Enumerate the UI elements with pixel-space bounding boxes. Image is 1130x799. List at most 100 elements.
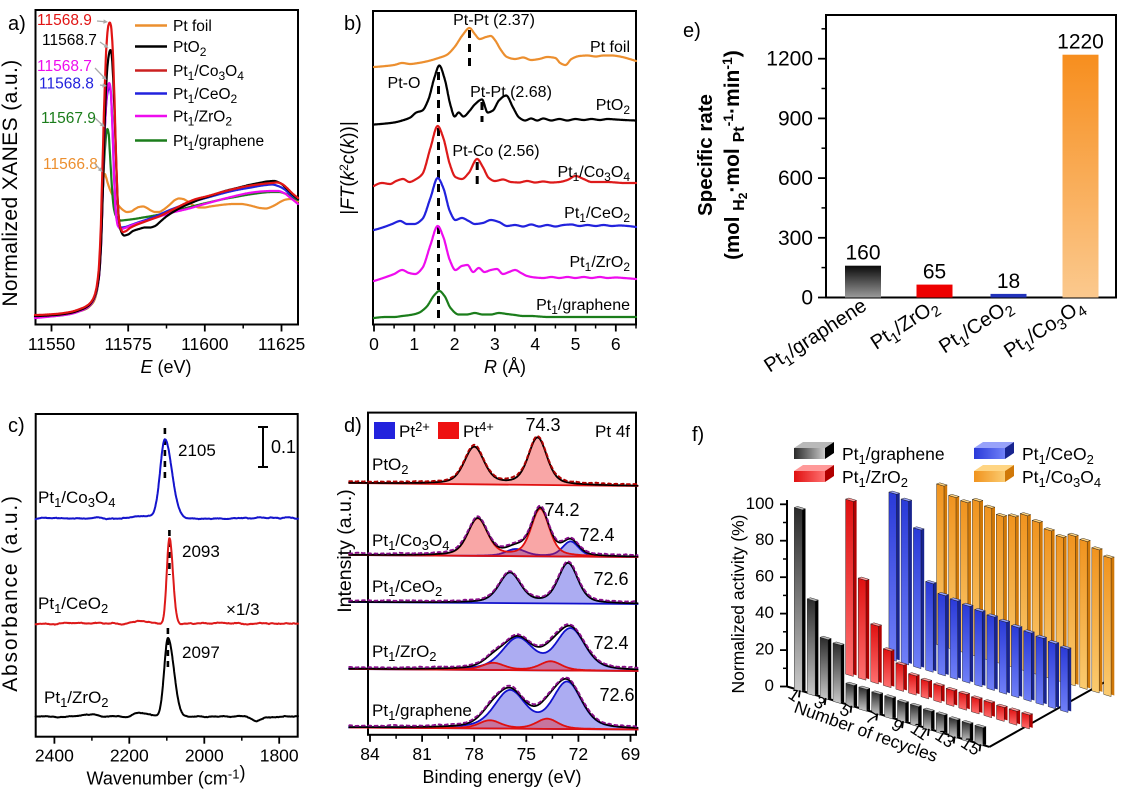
svg-text:0: 0 — [765, 676, 774, 695]
svg-text:Pt1/ZrO2: Pt1/ZrO2 — [372, 642, 437, 664]
svg-text:Intensity (a.u.): Intensity (a.u.) — [334, 489, 356, 613]
svg-text:Pt1/Co3O4: Pt1/Co3O4 — [1000, 295, 1090, 366]
svg-text:×1/3: ×1/3 — [226, 600, 260, 619]
svg-text:80: 80 — [755, 530, 774, 549]
svg-text:81: 81 — [412, 744, 431, 764]
svg-text:Pt1/CeO2: Pt1/CeO2 — [1022, 444, 1094, 467]
svg-text:Binding energy (eV): Binding energy (eV) — [422, 767, 581, 787]
svg-text:Specific rate: Specific rate — [694, 94, 717, 216]
svg-text:160: 160 — [845, 242, 880, 265]
svg-text:Pt1/CeO2: Pt1/CeO2 — [564, 205, 630, 225]
svg-text:11625: 11625 — [258, 334, 305, 354]
svg-text:84: 84 — [360, 744, 380, 764]
svg-text:2000: 2000 — [185, 746, 224, 766]
svg-text:Pt-Co (2.56): Pt-Co (2.56) — [452, 143, 539, 160]
svg-text:Pt1/Co3O4: Pt1/Co3O4 — [173, 63, 244, 83]
svg-text:300: 300 — [778, 227, 813, 250]
svg-text:Wavenumber (cm-1): Wavenumber (cm-1) — [87, 763, 246, 789]
svg-text:72.6: 72.6 — [593, 569, 628, 589]
svg-text:Pt1/graphene: Pt1/graphene — [372, 701, 472, 723]
svg-text:74.2: 74.2 — [544, 500, 579, 520]
svg-text:11568.8: 11568.8 — [39, 76, 94, 93]
svg-text:11566.8: 11566.8 — [43, 156, 98, 173]
svg-text:PtO2: PtO2 — [596, 97, 631, 117]
svg-text:2: 2 — [450, 334, 460, 354]
svg-text:Pt2+: Pt2+ — [399, 419, 430, 441]
svg-text:78: 78 — [464, 744, 483, 764]
svg-text:600: 600 — [778, 167, 813, 190]
svg-text:75: 75 — [517, 744, 536, 764]
svg-text:72.6: 72.6 — [599, 685, 634, 705]
svg-text:Pt1/ZrO2: Pt1/ZrO2 — [570, 254, 631, 274]
svg-text:2105: 2105 — [178, 441, 216, 460]
svg-text:Pt1/Co3O4: Pt1/Co3O4 — [38, 488, 115, 510]
svg-text:4: 4 — [530, 334, 540, 354]
svg-text:PtO2: PtO2 — [173, 39, 207, 59]
svg-text:e): e) — [683, 20, 701, 42]
svg-text:1: 1 — [409, 334, 419, 354]
svg-text:5: 5 — [571, 334, 581, 354]
svg-text:11568.7: 11568.7 — [42, 32, 97, 49]
svg-text:2200: 2200 — [110, 746, 149, 766]
svg-text:Normalized activity (%): Normalized activity (%) — [728, 515, 748, 694]
svg-text:0: 0 — [369, 334, 379, 354]
svg-text:0: 0 — [801, 287, 813, 310]
svg-text:Pt foil: Pt foil — [173, 18, 212, 35]
svg-text:18: 18 — [997, 270, 1020, 293]
svg-text:72.4: 72.4 — [593, 633, 628, 653]
svg-text:11575: 11575 — [105, 334, 152, 354]
svg-text:c): c) — [8, 415, 25, 437]
svg-text:100: 100 — [746, 494, 774, 513]
svg-text:Pt1/Co3O4: Pt1/Co3O4 — [372, 531, 449, 553]
svg-text:69: 69 — [621, 744, 640, 764]
svg-text:2093: 2093 — [182, 542, 220, 561]
svg-text:Pt1/graphene: Pt1/graphene — [760, 295, 873, 381]
svg-text:Pt1/ZrO2: Pt1/ZrO2 — [867, 295, 945, 358]
svg-text:1800: 1800 — [260, 746, 299, 766]
svg-text:Pt4+: Pt4+ — [463, 419, 494, 441]
svg-text:Pt1/ZrO2: Pt1/ZrO2 — [842, 467, 908, 490]
svg-text:11568.9: 11568.9 — [37, 12, 92, 29]
svg-text:R (Å): R (Å) — [484, 357, 526, 377]
svg-text:6: 6 — [611, 334, 621, 354]
svg-text:1220: 1220 — [1057, 31, 1104, 54]
svg-text:20: 20 — [755, 640, 774, 659]
svg-text:74.3: 74.3 — [525, 415, 560, 435]
svg-text:11567.9: 11567.9 — [41, 110, 96, 127]
svg-text:Pt-O: Pt-O — [388, 75, 421, 92]
svg-text:(mol H2·mol Pt-1·min-1): (mol H2·mol Pt-1·min-1) — [719, 50, 750, 260]
svg-text:900: 900 — [778, 107, 813, 130]
svg-text:b): b) — [344, 13, 362, 35]
svg-text:a): a) — [8, 13, 26, 35]
svg-text:|FT(k2c(k))|: |FT(k2c(k))| — [337, 121, 359, 215]
svg-text:2400: 2400 — [35, 746, 74, 766]
svg-text:Pt1/graphene: Pt1/graphene — [536, 297, 630, 317]
svg-text:Pt1/ZrO2: Pt1/ZrO2 — [44, 688, 109, 710]
svg-text:Pt1/CeO2: Pt1/CeO2 — [38, 594, 108, 616]
svg-text:Pt-Pt (2.68): Pt-Pt (2.68) — [470, 84, 552, 101]
svg-text:f): f) — [692, 424, 704, 446]
svg-text:Pt 4f: Pt 4f — [595, 422, 630, 441]
svg-text:E (eV): E (eV) — [140, 357, 191, 377]
svg-text:Pt1/Co3O4: Pt1/Co3O4 — [1022, 467, 1101, 490]
svg-text:72: 72 — [569, 744, 588, 764]
svg-text:2097: 2097 — [182, 643, 220, 662]
svg-text:11600: 11600 — [181, 334, 229, 354]
svg-text:Pt1/CeO2: Pt1/CeO2 — [372, 577, 442, 599]
svg-text:72.4: 72.4 — [579, 525, 614, 545]
svg-text:d): d) — [344, 415, 362, 437]
svg-text:1200: 1200 — [766, 48, 813, 71]
svg-text:Normalized XANES (a.u.): Normalized XANES (a.u.) — [0, 59, 22, 306]
svg-text:Pt foil: Pt foil — [590, 39, 630, 56]
svg-text:11568.7: 11568.7 — [37, 58, 92, 75]
svg-text:11550: 11550 — [28, 334, 76, 354]
svg-text:3: 3 — [490, 334, 500, 354]
svg-text:Pt1/graphene: Pt1/graphene — [842, 444, 945, 467]
svg-text:40: 40 — [755, 603, 774, 622]
svg-text:Absorbance (a.u.): Absorbance (a.u.) — [0, 494, 22, 692]
svg-text:65: 65 — [923, 261, 946, 284]
svg-text:Pt-Pt (2.37): Pt-Pt (2.37) — [453, 12, 535, 29]
svg-text:PtO2: PtO2 — [372, 455, 409, 477]
svg-text:60: 60 — [755, 567, 774, 586]
svg-text:Pt1/CeO2: Pt1/CeO2 — [173, 86, 238, 106]
